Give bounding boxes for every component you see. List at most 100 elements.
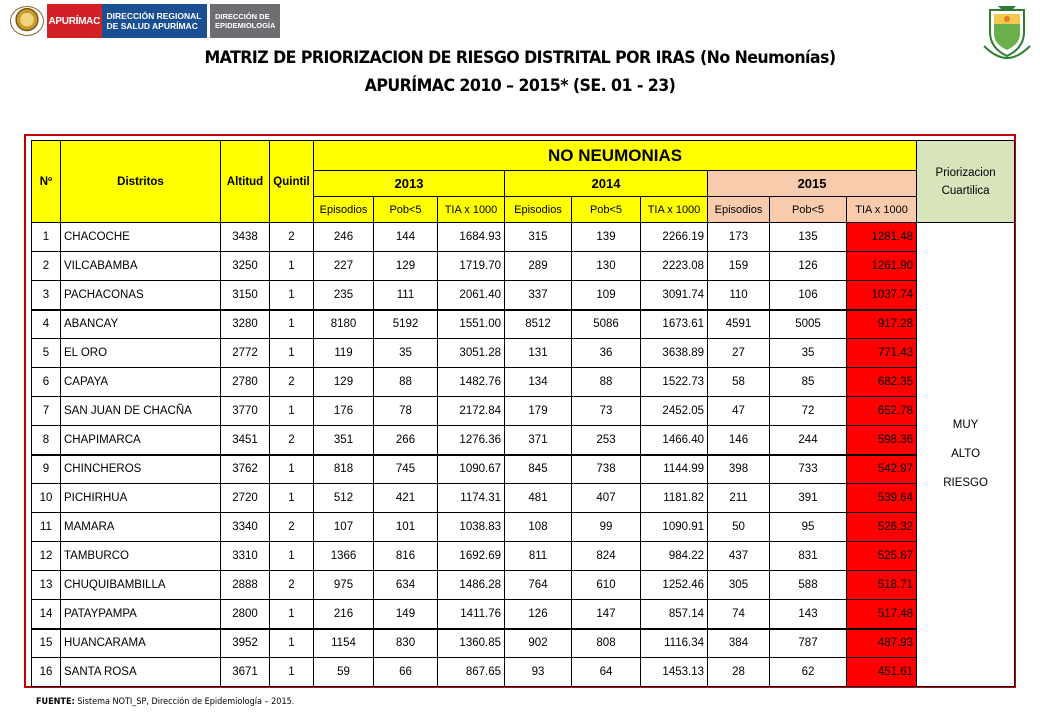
cell-pob-2014: 64 — [571, 657, 641, 687]
cell-pob-2014: 88 — [571, 367, 641, 397]
cell-distrito: PICHIRHUA — [60, 483, 221, 513]
table-row: 1 CHACOCHE 3438 2 246 144 1684.93 315 139 2266.19… — [31, 222, 1016, 687]
table-row: 5 EL ORO 2772 1 119 35 3051.28 131 36 3638.89 27 35… — [31, 338, 1015, 368]
cell-episodios-2015: 159 — [707, 251, 770, 281]
col-header-quintil: Quintil — [269, 140, 314, 223]
cell-tia-2014: 1466.40 — [640, 425, 708, 455]
cell-tia-2014: 1522.73 — [640, 367, 708, 397]
priority-matrix-table: Nº Distritos Altitud Quintil NO NEUMONIA… — [31, 140, 1016, 687]
cell-altitud: 2888 — [220, 570, 270, 600]
cell-pob-2013: 149 — [373, 599, 438, 629]
cell-altitud: 3438 — [220, 222, 270, 252]
cell-pob-2015: 588 — [769, 570, 847, 600]
table-row: 15 HUANCARAMA 3952 1 1154 830 1360.85 902 808 111… — [31, 627, 1015, 658]
table-row: 8 CHAPIMARCA 3451 2 351 266 1276.36 371 253 1466.… — [31, 425, 1015, 455]
cell-pob-2013: 66 — [373, 657, 438, 687]
cell-tia-2014: 2266.19 — [640, 222, 708, 252]
cell-pob-2014: 147 — [571, 599, 641, 629]
col-header-altitud: Altitud — [220, 140, 270, 223]
year-header-2014: 2014 — [504, 170, 708, 197]
cell-tia-2013: 1719.70 — [437, 251, 505, 281]
cell-distrito: TAMBURCO — [60, 541, 221, 571]
cell-tia-2014: 1252.46 — [640, 570, 708, 600]
cell-no: 1 — [31, 222, 61, 252]
cell-no: 12 — [31, 541, 61, 571]
cell-altitud: 3770 — [220, 396, 270, 426]
cell-episodios-2014: 108 — [504, 512, 572, 542]
cell-no: 14 — [31, 599, 61, 629]
cell-tia-2014: 857.14 — [640, 599, 708, 629]
cell-no: 11 — [31, 512, 61, 542]
cell-pob-2015: 35 — [769, 338, 847, 368]
cell-pob-2014: 130 — [571, 251, 641, 281]
cell-episodios-2015: 211 — [707, 483, 770, 513]
cell-quintil: 1 — [269, 280, 314, 310]
cell-pob-2015: 72 — [769, 396, 847, 426]
cell-quintil: 1 — [269, 657, 314, 687]
cell-episodios-2015: 110 — [707, 280, 770, 310]
cell-tia-2014: 1144.99 — [640, 453, 708, 484]
sub-header-episodios: Episodios — [313, 196, 374, 223]
cell-tia-2013: 1038.83 — [437, 512, 505, 542]
cell-altitud: 3150 — [220, 280, 270, 310]
cell-episodios-2015: 173 — [707, 222, 770, 252]
cell-episodios-2014: 902 — [504, 627, 572, 658]
group-header-no-neumonias: NO NEUMONIAS — [312, 140, 918, 171]
cell-no: 15 — [31, 627, 61, 658]
cell-no: 10 — [31, 483, 61, 513]
cell-pob-2015: 143 — [769, 599, 847, 629]
cell-pob-2014: 5086 — [571, 308, 641, 339]
cell-quintil: 2 — [269, 367, 314, 397]
cell-episodios-2013: 176 — [313, 396, 374, 426]
cell-distrito: PACHACONAS — [60, 280, 221, 310]
cell-no: 4 — [31, 308, 61, 339]
cell-tia-2014: 3638.89 — [640, 338, 708, 368]
cell-altitud: 2800 — [220, 599, 270, 629]
cell-tia-2015: 1261.90 — [845, 251, 918, 281]
cell-episodios-2013: 119 — [313, 338, 374, 368]
cell-pob-2014: 738 — [571, 453, 641, 484]
cell-quintil: 2 — [269, 512, 314, 542]
cell-pob-2014: 73 — [571, 396, 641, 426]
cell-tia-2013: 1486.28 — [437, 570, 505, 600]
cell-episodios-2013: 975 — [313, 570, 374, 600]
sub-header-episodios: Episodios — [504, 196, 572, 223]
cell-tia-2014: 1090.91 — [640, 512, 708, 542]
cell-pob-2014: 139 — [571, 222, 641, 252]
cell-pob-2013: 5192 — [373, 308, 438, 339]
cell-pob-2015: 62 — [769, 657, 847, 687]
cell-episodios-2013: 246 — [313, 222, 374, 252]
source-note: FUENTE: Sistema NOTI_SP, Dirección de Ep… — [36, 697, 294, 707]
cell-episodios-2014: 481 — [504, 483, 572, 513]
cell-episodios-2014: 337 — [504, 280, 572, 310]
cell-episodios-2013: 227 — [313, 251, 374, 281]
cell-tia-2015: 542.97 — [845, 453, 918, 484]
cell-episodios-2013: 351 — [313, 425, 374, 455]
table-row: 9 CHINCHEROS 3762 1 818 745 1090.67 845 738 1144.… — [31, 453, 1015, 484]
cell-altitud: 2720 — [220, 483, 270, 513]
cell-tia-2015: 1281.48 — [845, 222, 918, 252]
cell-episodios-2014: 126 — [504, 599, 572, 629]
dir-epi-line1: DIRECCIÓN DE — [215, 12, 270, 21]
page-subtitle: APURÍMAC 2010 – 2015* (SE. 01 - 23) — [364, 76, 676, 96]
cell-quintil: 2 — [269, 570, 314, 600]
cell-tia-2015: 1037.74 — [845, 280, 918, 310]
cell-pob-2013: 88 — [373, 367, 438, 397]
cell-episodios-2014: 289 — [504, 251, 572, 281]
table-frame — [24, 134, 1016, 688]
cell-episodios-2013: 107 — [313, 512, 374, 542]
cell-tia-2015: 526.32 — [845, 512, 918, 542]
dir-regional-line2: DE SALUD APURÍMAC — [106, 21, 198, 31]
table-row: 12 TAMBURCO 3310 1 1366 816 1692.69 811 824 984.2… — [31, 541, 1015, 571]
cell-pob-2014: 610 — [571, 570, 641, 600]
dir-epi-line2: EPIDEMIOLOGÍA — [215, 21, 276, 30]
cell-tia-2013: 1692.69 — [437, 541, 505, 571]
cell-quintil: 1 — [269, 599, 314, 629]
cell-tia-2014: 1181.82 — [640, 483, 708, 513]
cell-tia-2013: 3051.28 — [437, 338, 505, 368]
cell-pob-2015: 5005 — [769, 308, 847, 339]
cell-no: 2 — [31, 251, 61, 281]
cell-tia-2014: 2223.08 — [640, 251, 708, 281]
cell-episodios-2015: 47 — [707, 396, 770, 426]
cell-episodios-2014: 315 — [504, 222, 572, 252]
